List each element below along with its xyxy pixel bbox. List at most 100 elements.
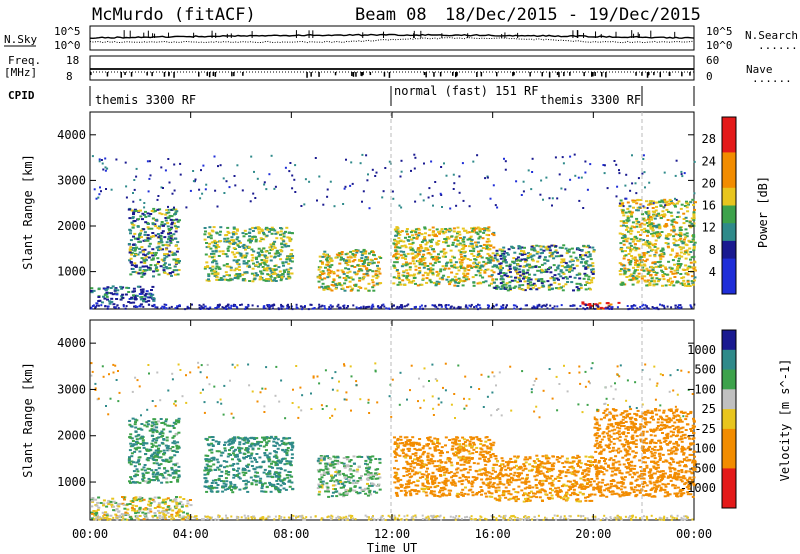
- data-cell: [269, 249, 273, 251]
- data-cell: [318, 275, 322, 278]
- data-cell: [252, 457, 256, 460]
- data-cell: [562, 285, 565, 288]
- data-cell: [157, 502, 161, 505]
- data-cell: [320, 278, 324, 281]
- data-cell: [207, 307, 210, 310]
- data-cell: [419, 244, 423, 246]
- data-cell: [283, 482, 286, 485]
- data-cell: [253, 438, 257, 440]
- data-cell: [414, 256, 418, 259]
- data-cell: [360, 260, 364, 262]
- data-cell: [487, 240, 491, 243]
- data-cell: [622, 240, 626, 243]
- data-cell: [689, 261, 693, 264]
- data-cell: [135, 438, 139, 441]
- data-cell: [495, 304, 498, 307]
- data-cell: [96, 508, 100, 511]
- data-cell: [131, 509, 135, 512]
- data-cell: [330, 495, 334, 498]
- data-cell: [432, 258, 435, 261]
- data-cell: [282, 457, 285, 460]
- data-cell: [412, 279, 416, 282]
- data-cell: [392, 242, 396, 245]
- data-cell: [170, 208, 174, 211]
- data-cell: [143, 202, 146, 204]
- data-cell: [130, 452, 134, 455]
- data-cell: [434, 259, 438, 262]
- data-cell: [513, 307, 516, 310]
- data-cell: [157, 242, 161, 245]
- data-cell: [251, 237, 254, 240]
- data-cell: [488, 254, 492, 257]
- data-cell: [234, 232, 238, 235]
- nave-dots: ......: [752, 72, 792, 85]
- data-cell: [584, 308, 587, 311]
- data-cell: [418, 263, 422, 266]
- data-cell: [157, 451, 161, 454]
- data-cell: [474, 241, 478, 244]
- data-cell: [225, 480, 229, 483]
- data-cell: [477, 303, 479, 306]
- data-cell: [428, 239, 432, 242]
- data-cell: [470, 303, 473, 306]
- data-cell: [535, 288, 539, 291]
- data-cell: [686, 210, 690, 213]
- data-cell: [142, 257, 146, 260]
- data-cell: [132, 301, 136, 304]
- data-cell: [207, 278, 210, 281]
- data-cell: [631, 274, 635, 277]
- data-cell: [152, 235, 155, 238]
- data-cell: [157, 225, 161, 228]
- data-cell: [326, 256, 330, 259]
- colorbar-tick: 20: [702, 176, 716, 190]
- data-cell: [91, 497, 95, 499]
- data-cell: [490, 269, 494, 272]
- data-cell: [683, 172, 686, 175]
- data-cell: [637, 272, 641, 275]
- nave-tick: [173, 72, 175, 78]
- data-cell: [560, 304, 563, 307]
- data-cell: [476, 265, 480, 268]
- data-cell: [268, 470, 272, 473]
- data-cell: [646, 279, 650, 282]
- data-cell: [139, 215, 143, 218]
- data-cell: [153, 210, 157, 212]
- data-cell: [251, 226, 255, 229]
- data-cell: [441, 265, 445, 268]
- data-cell: [215, 458, 219, 461]
- data-cell: [248, 241, 252, 244]
- data-cell: [154, 469, 158, 471]
- data-cell: [618, 270, 622, 272]
- data-cell: [568, 248, 571, 251]
- data-cell: [344, 185, 347, 188]
- data-cell: [444, 241, 448, 244]
- data-cell: [153, 304, 156, 307]
- data-cell: [656, 306, 659, 309]
- data-cell: [667, 260, 671, 263]
- data-cell: [634, 249, 638, 252]
- data-cell: [462, 240, 466, 243]
- data-cell: [352, 455, 356, 458]
- data-cell: [408, 280, 412, 283]
- data-cell: [445, 278, 449, 281]
- data-cell: [157, 444, 161, 447]
- data-cell: [272, 307, 274, 310]
- data-cell: [104, 166, 107, 169]
- data-cell: [478, 304, 481, 307]
- data-cell: [107, 499, 111, 502]
- data-cell: [227, 245, 231, 248]
- data-cell: [176, 258, 180, 260]
- data-cell: [445, 304, 448, 306]
- data-cell: [563, 266, 567, 269]
- data-cell: [414, 156, 417, 159]
- data-cell: [324, 254, 328, 257]
- data-cell: [350, 489, 354, 492]
- data-cell: [335, 490, 339, 493]
- data-cell: [528, 253, 532, 256]
- data-cell: [462, 236, 466, 239]
- data-cell: [542, 249, 546, 252]
- data-cell: [671, 280, 674, 283]
- data-cell: [243, 279, 247, 282]
- nave-tick: [168, 72, 170, 77]
- data-cell: [642, 254, 646, 256]
